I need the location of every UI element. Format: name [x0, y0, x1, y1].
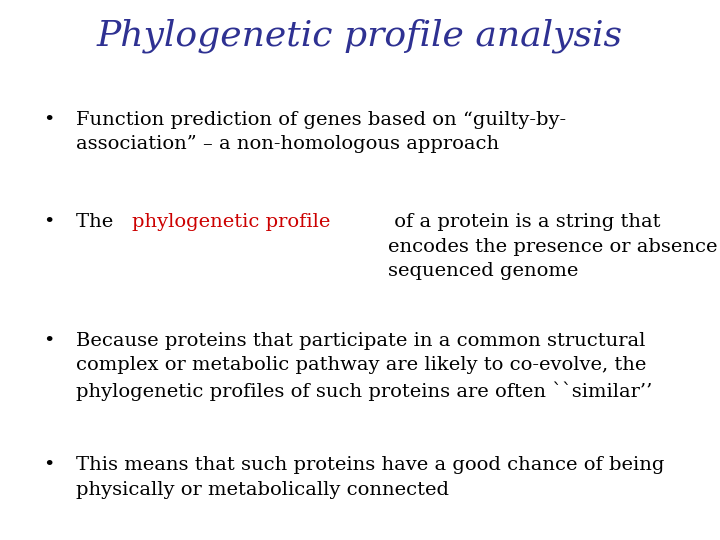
Text: Because proteins that participate in a common structural
complex or metabolic pa: Because proteins that participate in a c…	[76, 332, 652, 401]
Text: This means that such proteins have a good chance of being
physically or metaboli: This means that such proteins have a goo…	[76, 456, 664, 498]
Text: •: •	[42, 456, 54, 474]
Text: Phylogenetic profile analysis: Phylogenetic profile analysis	[97, 19, 623, 53]
Text: of a protein is a string that
encodes the presence or absence of the protein in : of a protein is a string that encodes th…	[387, 213, 720, 280]
Text: •: •	[42, 332, 54, 350]
Text: phylogenetic profile: phylogenetic profile	[132, 213, 330, 231]
Text: Function prediction of genes based on “guilty-by-
association” – a non-homologou: Function prediction of genes based on “g…	[76, 111, 566, 153]
Text: •: •	[42, 111, 54, 129]
Text: The: The	[76, 213, 119, 231]
Text: •: •	[42, 213, 54, 231]
